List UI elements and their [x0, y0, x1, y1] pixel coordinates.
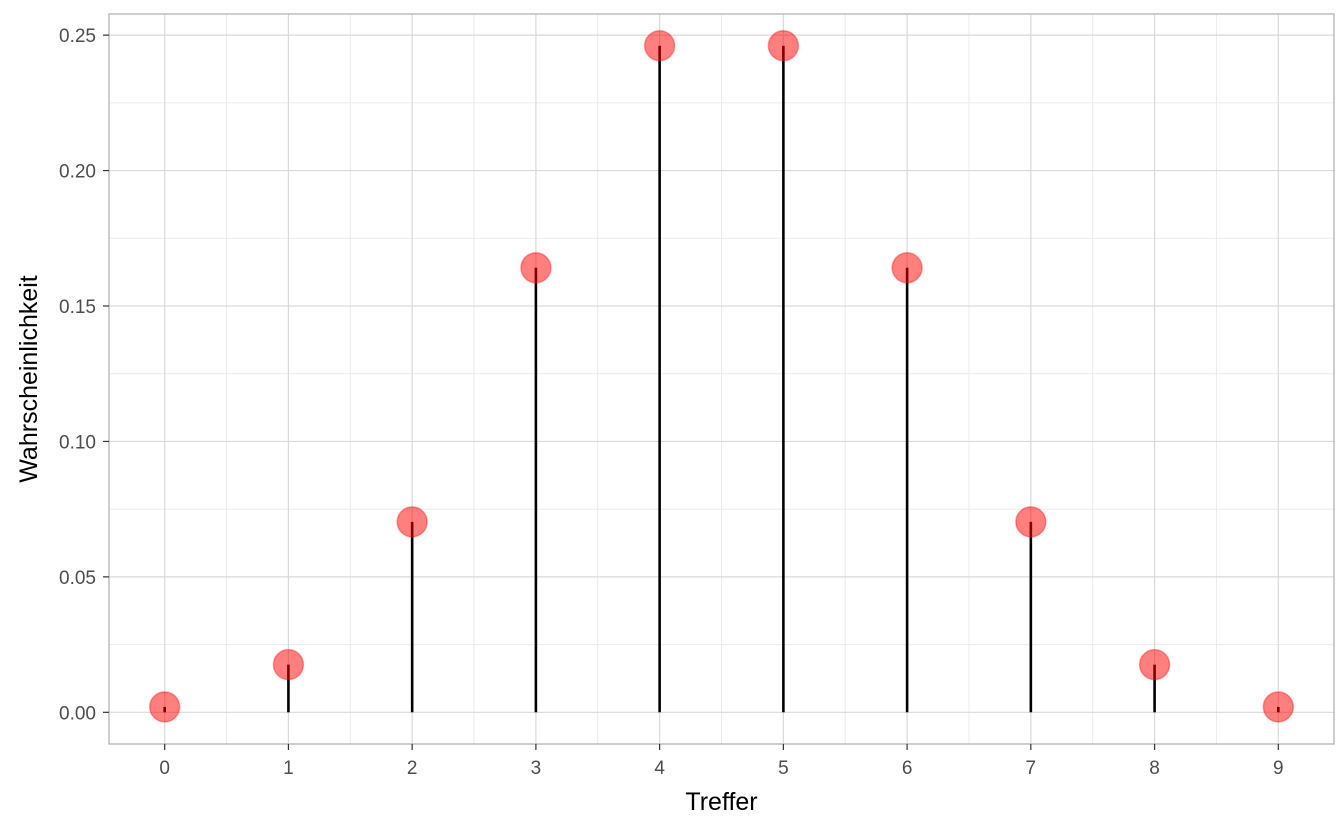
y-tick-label: 0.10	[59, 432, 96, 453]
data-point	[1262, 691, 1295, 723]
y-axis-ticks: 0.00 0.05 0.10 0.15 0.20 0.25	[59, 26, 109, 724]
x-tick-label: 9	[1273, 758, 1284, 779]
y-tick-label: 0.20	[59, 162, 96, 183]
y-tick-label: 0.25	[59, 26, 96, 47]
grid-minor	[109, 14, 1334, 744]
data-point	[767, 29, 800, 62]
y-tick-label: 0.05	[59, 568, 96, 589]
data-point	[520, 252, 552, 284]
x-axis-ticks: 0 1 2 3 4 5 6 7 8 9	[159, 744, 1284, 779]
data-point	[891, 252, 923, 284]
x-tick-label: 7	[1026, 758, 1037, 779]
data-point	[272, 648, 305, 681]
x-tick-label: 4	[654, 758, 665, 779]
data-point	[148, 691, 181, 723]
x-tick-label: 6	[902, 758, 913, 779]
x-tick-label: 3	[531, 758, 542, 779]
y-tick-label: 0.00	[59, 703, 96, 724]
data-point	[643, 29, 676, 62]
data-point	[1015, 506, 1047, 538]
data-point	[396, 506, 428, 538]
y-axis-title: Wahrscheinlichkeit	[15, 275, 43, 483]
y-tick-label: 0.15	[59, 297, 96, 318]
x-tick-label: 5	[778, 758, 789, 779]
x-tick-label: 0	[159, 758, 170, 779]
data-point	[1138, 648, 1171, 681]
x-tick-label: 1	[283, 758, 294, 779]
points	[148, 29, 1295, 723]
panel-border	[108, 13, 1335, 745]
x-tick-label: 8	[1149, 758, 1160, 779]
x-axis-title: Treffer	[685, 788, 757, 816]
x-tick-label: 2	[407, 758, 418, 779]
